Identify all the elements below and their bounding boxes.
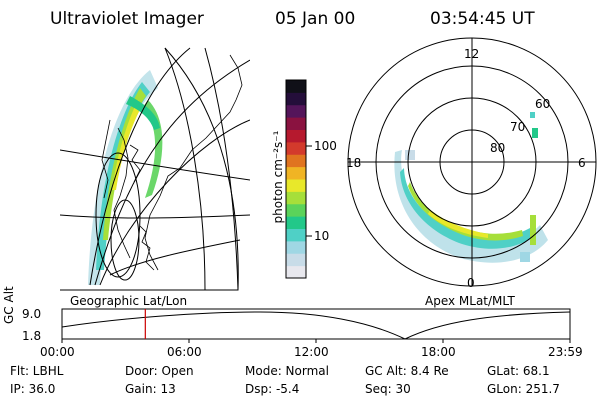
colorbar-cell bbox=[286, 179, 306, 192]
status-ip: IP: 36.0 bbox=[10, 382, 56, 396]
colorbar-tick-100: 100 bbox=[314, 139, 337, 153]
mlat-label-70: 70 bbox=[510, 120, 526, 134]
colorbar-cell bbox=[286, 117, 306, 130]
colorbar-cell bbox=[286, 154, 306, 168]
status-gain: Gain: 13 bbox=[125, 382, 176, 396]
mlt-label-6: 6 bbox=[578, 156, 586, 170]
polar-image-panel bbox=[347, 37, 597, 287]
polar-grid bbox=[347, 37, 597, 287]
instrument-title: Ultraviolet Imager bbox=[50, 9, 204, 29]
geographic-image-panel bbox=[60, 47, 250, 291]
mlt-label-18: 18 bbox=[346, 156, 362, 170]
altitude-timeline bbox=[61, 308, 571, 343]
timeline-ytick-high: 9.0 bbox=[22, 307, 42, 321]
status-dsp: Dsp: -5.4 bbox=[245, 382, 300, 396]
timeline-ytick-low: 1.8 bbox=[22, 329, 42, 343]
time-label: 03:54:45 UT bbox=[430, 9, 535, 29]
colorbar-cell bbox=[286, 141, 306, 155]
colorbar-unit-label: photon cm⁻²s⁻¹ bbox=[271, 130, 285, 224]
timeline-axis-label: GC Alt bbox=[2, 286, 16, 324]
mlat-label-80: 80 bbox=[490, 141, 506, 155]
colorbar-cell bbox=[286, 166, 306, 180]
colorbar-cell bbox=[286, 80, 306, 93]
right-panel-caption: Apex MLat/MLT bbox=[425, 294, 515, 308]
timeline-xtick-0000: 00:00 bbox=[40, 345, 75, 359]
status-glon: GLon: 251.7 bbox=[487, 382, 560, 396]
timeline-xtick-2359: 23:59 bbox=[548, 345, 583, 359]
timeline-xtick-1800: 18:00 bbox=[421, 345, 456, 359]
status-glat: GLat: 68.1 bbox=[487, 364, 550, 378]
timeline-xtick-1200: 12:00 bbox=[294, 345, 329, 359]
mlt-label-12: 12 bbox=[464, 47, 480, 61]
mlt-label-0: 0 bbox=[467, 276, 475, 290]
colorbar-cell bbox=[286, 253, 306, 267]
colorbar-cell bbox=[286, 216, 306, 229]
coastline bbox=[101, 54, 243, 271]
timeline-xtick-0600: 06:00 bbox=[167, 345, 202, 359]
colorbar-cell bbox=[286, 203, 306, 217]
status-filter: Flt: LBHL bbox=[10, 364, 64, 378]
aurora-emission-right bbox=[394, 112, 548, 263]
geo-grid bbox=[60, 47, 250, 291]
left-panel-caption: Geographic Lat/Lon bbox=[70, 294, 188, 308]
mlat-label-60: 60 bbox=[535, 97, 551, 111]
status-gc-alt: GC Alt: 8.4 Re bbox=[365, 364, 449, 378]
colorbar-cell bbox=[286, 228, 306, 242]
color-bar bbox=[285, 79, 312, 279]
altitude-curve bbox=[61, 311, 571, 340]
status-mode: Mode: Normal bbox=[245, 364, 329, 378]
status-seq: Seq: 30 bbox=[365, 382, 411, 396]
colorbar-cell bbox=[286, 265, 306, 279]
colorbar-cell bbox=[286, 191, 306, 205]
left-panel-edge bbox=[60, 47, 239, 291]
date-label: 05 Jan 00 bbox=[275, 9, 356, 29]
status-door: Door: Open bbox=[125, 364, 194, 378]
colorbar-tick-10: 10 bbox=[314, 229, 330, 243]
colorbar-cell bbox=[286, 240, 306, 254]
colorbar-cell bbox=[286, 92, 306, 106]
colorbar-cell bbox=[286, 129, 306, 143]
colorbar-cell bbox=[286, 104, 306, 118]
